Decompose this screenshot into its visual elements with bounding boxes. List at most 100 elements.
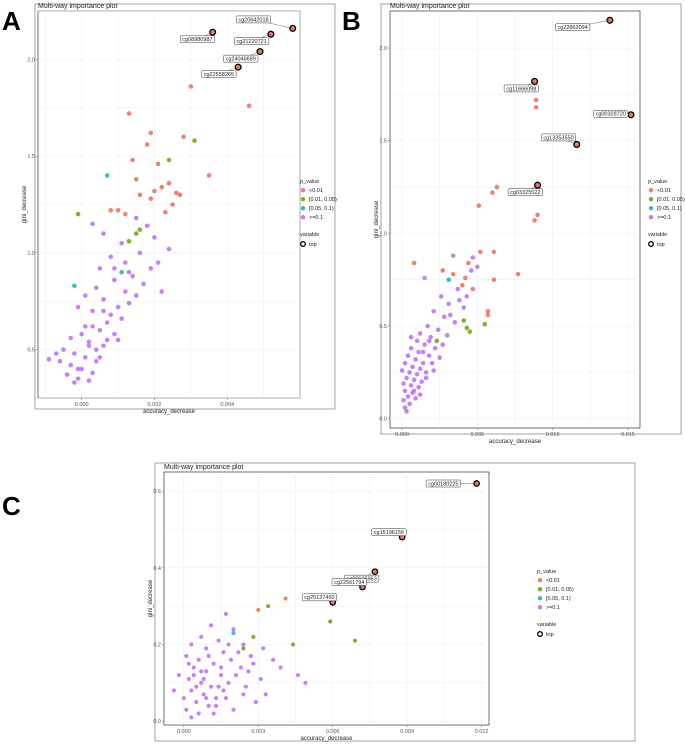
data-point (478, 249, 483, 255)
x-tick-label: 0.002 (148, 402, 162, 408)
data-point (181, 696, 186, 701)
data-point (123, 289, 128, 294)
data-point (469, 268, 474, 273)
data-point (413, 396, 418, 401)
data-point (101, 308, 106, 314)
x-tick-label: 0.006 (326, 729, 340, 735)
data-point (46, 357, 52, 362)
data-point (133, 177, 139, 182)
y-axis-label: gini_decrease (148, 579, 154, 617)
data-point (246, 669, 251, 674)
legend-title: p_value (300, 179, 319, 185)
data-point (461, 318, 467, 323)
point-label-box (331, 578, 367, 586)
data-point (437, 355, 442, 360)
data-point (408, 383, 414, 388)
data-point (426, 338, 432, 344)
data-point (450, 253, 456, 258)
data-point (431, 308, 436, 314)
data-point (455, 286, 461, 292)
data-point (216, 684, 221, 689)
point-label: cg25137450 (304, 595, 334, 601)
data-point (429, 360, 435, 366)
data-point (155, 260, 161, 265)
data-point (466, 260, 471, 266)
data-point (83, 324, 88, 329)
data-point (189, 642, 194, 647)
x-axis-label: accuracy_decrease (300, 736, 353, 742)
legend-variable-entry: top (309, 242, 317, 248)
point-label-box (201, 70, 237, 78)
legend-swatch (648, 215, 654, 220)
legend-entry: >=0.1 (657, 215, 671, 221)
data-point (126, 269, 132, 275)
point-label: cg00328720 (596, 112, 626, 118)
data-point (461, 305, 467, 310)
chart-title: Multi-way importance plot (164, 464, 243, 471)
data-point (423, 370, 429, 375)
data-point (452, 320, 458, 325)
data-point (328, 619, 333, 624)
data-point (104, 320, 110, 325)
data-point (189, 688, 194, 693)
legend-entry: [0.01, 0.05) (657, 197, 685, 203)
point-label-box (179, 35, 215, 44)
point-label: cg21220721 (236, 39, 266, 45)
data-point (263, 692, 268, 697)
data-point (423, 375, 429, 381)
data-point (440, 268, 446, 273)
legend-top-swatch (537, 631, 543, 637)
data-point (90, 324, 95, 329)
data-point (119, 269, 124, 275)
data-point (261, 646, 266, 651)
data-point (112, 266, 117, 271)
x-tick-label: 0.000 (177, 729, 191, 735)
x-tick-label: 0.000 (75, 402, 89, 408)
data-point (278, 665, 283, 670)
x-tick-label: 0.009 (400, 729, 414, 735)
legend-entry: [0.05, 0.1) (546, 596, 571, 602)
data-point (411, 388, 417, 394)
y-tick-label: 0.5 (379, 324, 387, 330)
data-point (223, 696, 229, 701)
data-point (476, 203, 482, 208)
data-point (402, 405, 408, 410)
legend-swatch (300, 215, 306, 220)
data-point (83, 293, 88, 298)
data-point (199, 669, 204, 674)
data-point (86, 339, 92, 345)
data-point (189, 715, 194, 720)
data-point (101, 231, 106, 236)
data-point (533, 105, 539, 110)
top-point (256, 48, 264, 56)
y-tick-label: 0.5 (27, 348, 35, 354)
data-point (148, 266, 154, 271)
point-label: cg03325522 (510, 190, 540, 196)
data-point (404, 409, 409, 414)
data-point (404, 375, 409, 381)
data-point (93, 358, 99, 364)
legend-swatch (648, 197, 654, 202)
data-point (90, 221, 95, 227)
data-point (209, 623, 214, 628)
point-label: cg22862094 (557, 25, 587, 31)
data-point (226, 642, 231, 647)
data-point (420, 349, 426, 355)
data-point (86, 343, 92, 349)
data-point (494, 184, 500, 190)
legend-variable-entry: top (657, 242, 665, 248)
data-point (290, 642, 296, 647)
data-point (115, 304, 121, 310)
data-point (417, 392, 423, 397)
y-tick-label: 0.0 (379, 417, 387, 423)
legend-swatch (648, 188, 654, 193)
point-label: cg20642018 (238, 17, 268, 23)
data-point (422, 275, 427, 281)
data-point (97, 327, 103, 333)
data-point (86, 378, 92, 383)
data-point (444, 333, 450, 338)
panel-frame (154, 462, 636, 742)
point-label-box (555, 23, 591, 32)
